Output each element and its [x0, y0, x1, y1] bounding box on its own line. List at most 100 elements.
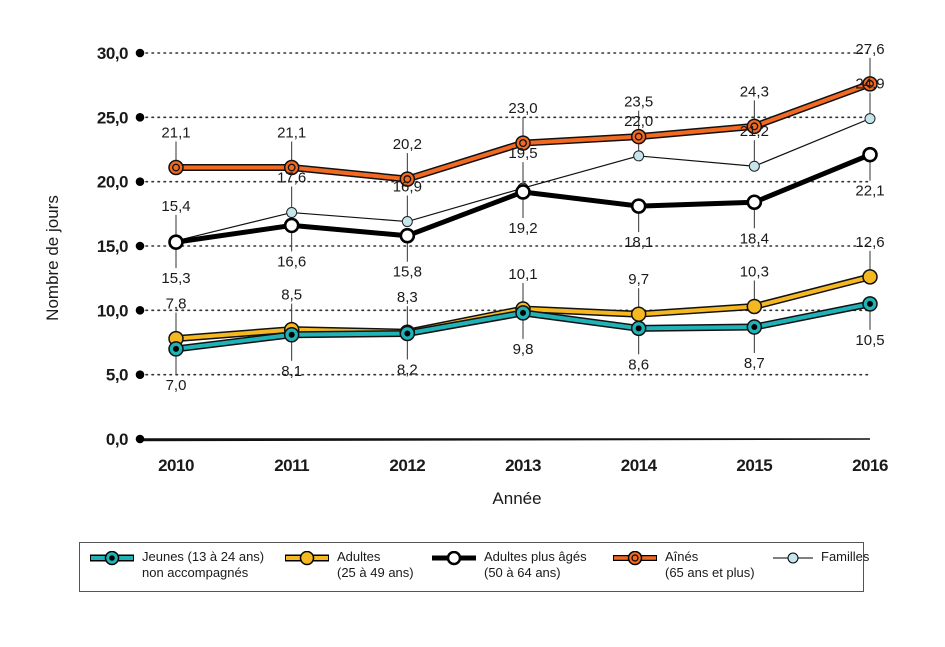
point-inner-jeunes — [751, 324, 758, 331]
point-inner-aines — [866, 79, 874, 88]
legend-label-familles: Familles — [821, 549, 870, 564]
point-ages — [515, 184, 531, 200]
y-tick-label: 25,0 — [97, 108, 128, 127]
point-inner-jeunes — [520, 309, 526, 316]
line-chart: 0,05,010,015,020,025,030,0 2010 2011 2012 2… — [43, 41, 888, 508]
data-label-jeunes: 8,1 — [281, 363, 302, 380]
data-label-jeunes: 7,0 — [166, 377, 187, 394]
legend-item-aines: Aînés (65 ans et plus) — [613, 549, 755, 581]
data-label-aines: 24,3 — [740, 83, 769, 100]
legend: Jeunes (13 à 24 ans) non accompagnés Adu… — [79, 542, 869, 592]
point-ages — [746, 194, 763, 211]
legend-label-aines: Aînés (65 ans et plus) — [665, 549, 755, 580]
data-label-ages: 18,4 — [740, 230, 769, 247]
data-label-familles: 16,9 — [393, 179, 422, 196]
legend-item-familles: Familles — [773, 549, 869, 567]
data-label-aines: 23,5 — [624, 94, 653, 111]
data-label-adultes: 10,3 — [740, 263, 769, 280]
data-label-jeunes: 8,2 — [397, 361, 418, 378]
x-axis-baseline — [140, 438, 870, 442]
y-tick-dot — [135, 177, 145, 186]
legend-item-ages: Adultes plus âgés (50 à 64 ans) — [432, 549, 587, 581]
data-label-aines: 23,0 — [508, 100, 537, 117]
point-ages — [399, 227, 416, 244]
data-label-familles: 19,5 — [508, 145, 537, 162]
legend-item-adultes: Adultes (25 à 49 ans) — [285, 549, 414, 581]
point-adultes — [862, 269, 878, 285]
point-inner-jeunes — [635, 325, 642, 332]
point-ages — [168, 234, 184, 250]
legend-marker-familles-icon — [773, 552, 813, 564]
data-label-familles: 17,6 — [277, 170, 306, 187]
data-label-familles: 24,9 — [855, 76, 884, 93]
legend-marker-jeunes-icon — [90, 551, 134, 566]
point-inner-jeunes — [867, 300, 873, 307]
data-label-familles: 22,0 — [624, 113, 653, 130]
legend-marker-aines-icon — [613, 551, 657, 566]
point-adultes — [746, 298, 763, 315]
y-tick-dot — [135, 113, 145, 122]
point-inner-aines — [172, 163, 180, 172]
x-tick-label: 2010 — [158, 456, 194, 475]
data-label-adultes: 8,5 — [281, 287, 302, 304]
data-label-jeunes: 8,6 — [628, 356, 649, 373]
x-tick-label: 2013 — [505, 456, 541, 475]
data-label-aines: 20,2 — [393, 136, 422, 153]
point-inner-aines — [519, 139, 527, 148]
data-label-aines: 27,6 — [855, 41, 884, 58]
data-label-adultes: 7,8 — [166, 296, 187, 313]
point-inner-jeunes — [404, 330, 411, 337]
data-label-aines: 21,1 — [277, 125, 306, 142]
data-label-adultes: 8,3 — [397, 289, 418, 306]
data-label-jeunes: 8,7 — [744, 355, 765, 372]
point-inner-aines — [287, 163, 296, 172]
point-familles — [748, 160, 760, 172]
data-label-jeunes: 10,5 — [855, 332, 884, 349]
x-tick-label: 2012 — [389, 456, 425, 475]
data-label-aines: 21,1 — [161, 125, 190, 142]
point-inner-jeunes — [288, 331, 295, 338]
y-tick-label: 5,0 — [106, 366, 128, 385]
y-tick-label: 20,0 — [97, 173, 128, 192]
legend-label-ages: Adultes plus âgés (50 à 64 ans) — [484, 549, 587, 580]
data-labels: 7,0 8,1 8,2 9,8 8,6 8,7 10,5 7,8 8,5 8,3 10,1 9,7 10… — [161, 41, 884, 394]
data-label-ages: 22,1 — [855, 183, 884, 200]
data-label-ages: 15,3 — [161, 270, 190, 287]
series-markers — [168, 76, 878, 357]
point-ages — [630, 198, 647, 214]
x-axis-label: Année — [492, 489, 541, 508]
legend-label-jeunes: Jeunes (13 à 24 ans) non accompagnés — [142, 549, 265, 580]
x-tick-label: 2016 — [852, 456, 888, 475]
gridlines — [139, 52, 871, 442]
data-label-ages: 15,8 — [393, 264, 422, 281]
y-tick-label: 30,0 — [97, 44, 128, 63]
y-axis: 0,0 5,0 10,0 15,0 20,0 25,0 30,0 — [97, 44, 145, 449]
data-label-ages: 19,2 — [508, 220, 537, 237]
point-familles — [864, 113, 876, 125]
data-label-adultes: 10,1 — [508, 266, 537, 283]
x-tick-label: 2011 — [274, 456, 309, 475]
y-tick-dot — [135, 48, 145, 58]
y-tick-dot — [135, 434, 145, 444]
data-label-adultes: 9,7 — [628, 271, 649, 288]
y-tick-dot — [135, 370, 145, 379]
data-label-ages: 16,6 — [277, 253, 306, 270]
point-ages — [862, 146, 878, 163]
y-axis-label: Nombre de jours — [43, 195, 62, 321]
point-adultes — [630, 306, 647, 322]
data-label-familles: 21,2 — [740, 123, 769, 140]
y-tick-label: 15,0 — [97, 237, 128, 256]
data-label-adultes: 12,6 — [855, 234, 884, 251]
y-tick-label: 0,0 — [106, 430, 128, 449]
data-label-ages: 18,1 — [624, 234, 653, 251]
point-familles — [286, 207, 298, 219]
data-label-jeunes: 9,8 — [513, 341, 534, 358]
legend-marker-adultes-icon — [285, 551, 329, 566]
legend-label-adultes: Adultes (25 à 49 ans) — [337, 549, 414, 580]
point-inner-aines — [634, 132, 643, 141]
point-inner-aines — [403, 175, 412, 184]
point-ages — [283, 217, 300, 234]
x-tick-label: 2014 — [621, 456, 658, 475]
x-tick-label: 2015 — [736, 456, 772, 475]
data-label-familles: 15,4 — [161, 198, 190, 215]
